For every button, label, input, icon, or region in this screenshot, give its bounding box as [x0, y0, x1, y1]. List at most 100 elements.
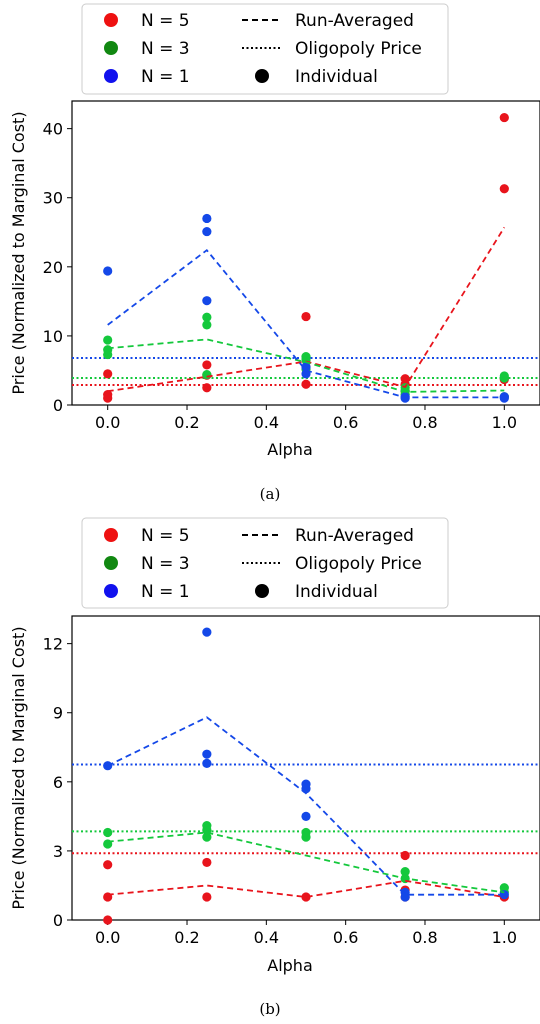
chart-b-axes-frame [71, 615, 540, 921]
chart-b: 0.0 0.2 0.4 0.6 0.8 1.0 0 3 6 9 12 Alpha Price (Norm… [9, 615, 540, 975]
chart-b-point-n5 [202, 892, 212, 902]
chart-a-point-n5 [202, 360, 212, 370]
chart-a-avg-line-n1 [107, 248, 505, 399]
legend-b-individual-marker [255, 584, 269, 598]
chart-a-y-axis-label: Price (Normalized to Marginal Cost) [9, 111, 28, 394]
chart-b-point-n3 [202, 832, 212, 842]
chart-a-point-n5 [400, 374, 410, 384]
caption-b: (b) [259, 1000, 280, 1018]
chart-a-y-tick-label: 30 [43, 189, 63, 208]
chart-b-x-tick-label: 1.0 [492, 928, 517, 947]
chart-a-x-tick-label: 1.0 [492, 413, 517, 432]
chart-a-avg-line-n3 [107, 338, 505, 393]
chart-b-point-n3 [400, 867, 410, 877]
legend-b-oligopoly-label: Oligopoly Price [295, 554, 422, 574]
chart-b-x-tick-label: 0.8 [412, 928, 437, 947]
chart-b-point-n1 [202, 749, 212, 759]
legend-a-n1-label: N = 1 [141, 67, 190, 87]
legend-a-n5-label: N = 5 [141, 11, 190, 31]
chart-b-point-n5 [202, 857, 212, 868]
chart-a-point-n5 [499, 184, 509, 194]
chart-b-point-n5 [103, 915, 113, 925]
chart-a-x-tick-label: 0.2 [174, 413, 199, 432]
chart-a-point-n3 [103, 335, 113, 345]
chart-a-point-n3 [301, 352, 311, 362]
chart-b-x-tick-label: 0.6 [333, 928, 358, 947]
chart-a-x-axis-label: Alpha [267, 440, 313, 459]
chart-a: 0.0 0.2 0.4 0.6 0.8 1.0 0 10 20 30 40 Alpha Price (N… [9, 100, 540, 459]
chart-a-point-n5 [301, 379, 311, 389]
caption-a: (a) [260, 485, 281, 503]
legend-a-oligopoly-label: Oligopoly Price [295, 39, 422, 59]
chart-a-point-n5 [202, 383, 212, 393]
chart-b-y-tick-label: 0 [53, 911, 63, 930]
chart-a-point-n3 [202, 312, 212, 322]
chart-a-point-n5 [301, 311, 311, 322]
chart-a-point-n5 [103, 369, 113, 379]
chart-b-x-tick-label: 0.0 [95, 928, 120, 947]
chart-b-y-tick-label: 9 [53, 704, 63, 723]
chart-b-point-n3 [301, 827, 311, 838]
chart-a-y-tick-label: 0 [53, 396, 63, 415]
chart-b-point-n1 [103, 761, 113, 771]
chart-a-point-n1 [202, 226, 212, 237]
chart-a-y-tick-label: 20 [43, 258, 63, 277]
chart-b-point-n3 [499, 883, 509, 893]
chart-b-avg-line-n1 [107, 716, 505, 896]
chart-a-y-tick-label: 10 [43, 327, 63, 346]
legend-b-n3-marker [104, 556, 118, 570]
legend-a-individual-label: Individual [295, 67, 378, 87]
chart-a-x-tick-label: 0.6 [333, 413, 358, 432]
chart-a-point-n1 [499, 392, 509, 402]
chart-b-y-tick-label: 12 [43, 635, 63, 654]
chart-a-point-n3 [202, 370, 212, 380]
chart-b-x-tick-label: 0.4 [254, 928, 279, 947]
chart-a-point-n3 [202, 320, 212, 330]
chart-b-point-n5 [400, 850, 410, 861]
legend-b-n5-marker [104, 528, 118, 542]
legend-a-n5-marker [104, 13, 118, 27]
chart-a-point-n5 [499, 112, 509, 123]
legend-b-run-averaged-label: Run-Averaged [295, 526, 414, 546]
chart-a-point-n1 [202, 213, 212, 224]
legend-a-n1-marker [104, 69, 118, 83]
chart-b-point-n1 [202, 758, 212, 768]
chart-b-point-n3 [202, 820, 212, 831]
chart-b-y-tick-label: 3 [53, 842, 63, 861]
legend-a-run-averaged-label: Run-Averaged [295, 11, 414, 31]
chart-a-point-n5 [103, 390, 113, 400]
chart-b-x-axis-label: Alpha [267, 956, 313, 975]
legend-a-n3-marker [104, 41, 118, 55]
legend-a: N = 5 N = 3 N = 1 Run-Averaged Oligopoly… [81, 3, 449, 95]
chart-b-y-axis-label: Price (Normalized to Marginal Cost) [9, 626, 28, 909]
chart-b-avg-line-n3 [107, 831, 505, 894]
legend-b-n1-label: N = 1 [141, 582, 190, 602]
chart-a-point-n1 [301, 362, 311, 372]
legend-b: N = 5 N = 3 N = 1 Run-Averaged Oligopoly… [81, 517, 449, 609]
chart-b-avg-line-n5 [107, 879, 505, 898]
chart-a-point-n3 [103, 345, 113, 355]
chart-b-point-n1 [202, 627, 212, 637]
chart-b-x-tick-label: 0.2 [174, 928, 199, 947]
chart-a-point-n3 [499, 371, 509, 381]
chart-a-point-n1 [202, 296, 212, 306]
legend-b-individual-label: Individual [295, 582, 378, 602]
chart-a-x-tick-label: 0.4 [254, 413, 279, 432]
chart-a-x-tick-label: 0.0 [95, 413, 120, 432]
legend-a-individual-marker [255, 69, 269, 83]
chart-b-y-tick-label: 6 [53, 773, 63, 792]
chart-a-axes-frame [71, 100, 540, 406]
chart-b-point-n1 [400, 887, 410, 897]
chart-a-y-tick-label: 40 [43, 120, 63, 139]
legend-a-n3-label: N = 3 [141, 39, 190, 59]
chart-a-point-n1 [103, 266, 113, 276]
chart-a-x-tick-label: 0.8 [412, 413, 437, 432]
chart-b-point-n3 [103, 827, 113, 838]
chart-b-point-n5 [103, 860, 113, 870]
chart-b-point-n1 [301, 811, 311, 821]
chart-b-point-n1 [301, 779, 311, 789]
chart-b-point-n5 [301, 892, 311, 902]
legend-b-n1-marker [104, 584, 118, 598]
legend-b-n5-label: N = 5 [141, 526, 190, 546]
